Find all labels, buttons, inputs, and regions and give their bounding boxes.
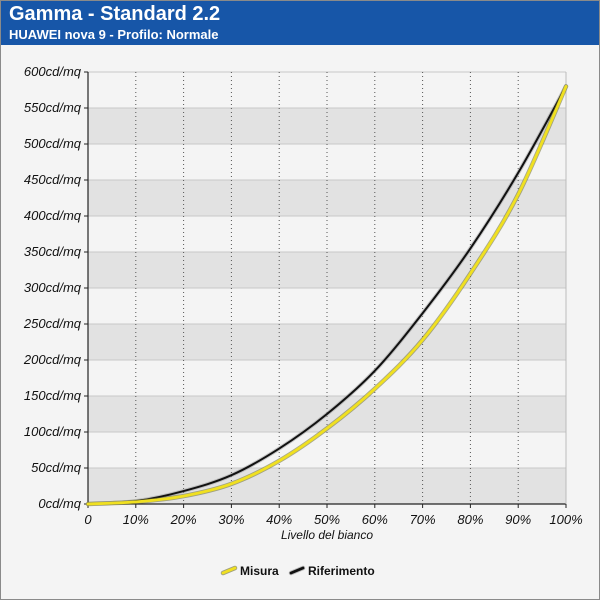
y-tick-label: 50cd/mq	[31, 460, 82, 475]
x-tick-label: 90%	[505, 512, 531, 527]
x-tick-label: 70%	[410, 512, 436, 527]
x-tick-label: 10%	[123, 512, 149, 527]
y-tick-label: 150cd/mq	[24, 388, 82, 403]
x-tick-label: 100%	[549, 512, 582, 527]
y-tick-label: 550cd/mq	[24, 100, 82, 115]
y-tick-label: 600cd/mq	[24, 64, 82, 79]
x-tick-label: 30%	[218, 512, 244, 527]
y-tick-label: 500cd/mq	[24, 136, 82, 151]
legend-swatch	[289, 566, 305, 575]
x-tick-label: 40%	[266, 512, 292, 527]
x-tick-label: 60%	[362, 512, 388, 527]
y-tick-label: 450cd/mq	[24, 172, 82, 187]
legend-swatch	[221, 566, 237, 575]
y-tick-label: 350cd/mq	[24, 244, 82, 259]
y-tick-label: 250cd/mq	[23, 316, 82, 331]
grid-band	[88, 180, 566, 216]
x-axis-title: Livello del bianco	[281, 528, 373, 542]
y-tick-label: 400cd/mq	[24, 208, 82, 223]
chart-header: Gamma - Standard 2.2 HUAWEI nova 9 - Pro…	[1, 1, 599, 45]
y-tick-label: 100cd/mq	[24, 424, 82, 439]
grid-band	[88, 252, 566, 288]
grid-band	[88, 108, 566, 144]
x-tick-label: 50%	[314, 512, 340, 527]
legend-label: Riferimento	[308, 564, 375, 578]
grid-band	[88, 324, 566, 360]
y-tick-label: 300cd/mq	[24, 280, 82, 295]
legend-item-misura: Misura	[220, 564, 279, 578]
series-riferimento-line	[87, 85, 567, 505]
legend-label: Misura	[240, 564, 279, 578]
y-tick-label: 200cd/mq	[23, 352, 82, 367]
chart-title: Gamma - Standard 2.2	[9, 3, 221, 25]
y-tick-label: 0cd/mq	[38, 496, 81, 511]
x-tick-label: 0	[84, 512, 92, 527]
legend-item-riferimento: Riferimento	[288, 564, 375, 578]
series-misura-line	[86, 85, 568, 506]
x-tick-label: 20%	[170, 512, 197, 527]
chart-subtitle: HUAWEI nova 9 - Profilo: Normale	[9, 27, 219, 42]
x-tick-label: 80%	[457, 512, 483, 527]
